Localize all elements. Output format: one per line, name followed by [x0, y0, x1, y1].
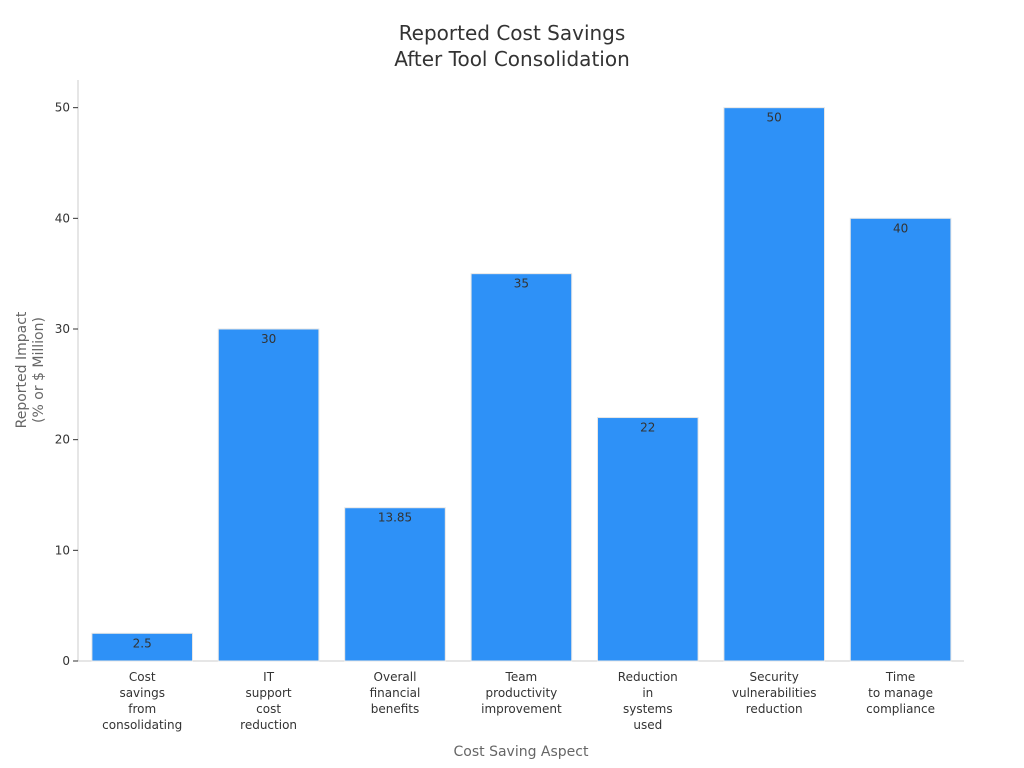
x-tick-labels: Cost savings from consolidating IT support cos… [102, 670, 935, 732]
bar [217, 328, 320, 662]
y-ticks: 0 10 20 30 40 50 [55, 101, 78, 668]
y-axis-label-line: (% or $ Million) [31, 317, 47, 423]
bar-value-label: 50 [767, 111, 782, 125]
category-label-line: in [642, 686, 653, 700]
y-axis-label-line: Reported Impact [14, 311, 30, 428]
category-label-line: consolidating [102, 718, 182, 732]
y-axis-label: Reported Impact (% or $ Million) [14, 311, 47, 428]
bar [91, 632, 193, 662]
y-tick-label: 10 [55, 543, 70, 557]
category-label: IT support cost reduction [240, 670, 297, 732]
category-label-line: Overall [374, 670, 417, 684]
bar [849, 217, 952, 662]
bar-value-label: 35 [514, 277, 529, 291]
y-tick-label: 20 [55, 433, 70, 447]
category-label: Reduction in systems used [618, 670, 678, 732]
category-label-line: benefits [371, 702, 420, 716]
category-label-line: Time [885, 670, 915, 684]
chart-title-line: Reported Cost Savings [399, 21, 626, 45]
category-label-line: Team [505, 670, 538, 684]
category-label-line: vulnerabilities [732, 686, 817, 700]
bar-value-label: 22 [640, 421, 655, 435]
x-axis-label: Cost Saving Aspect [454, 744, 589, 760]
y-tick-label: 50 [55, 101, 70, 115]
bars [91, 107, 952, 662]
category-label-line: cost [256, 702, 281, 716]
chart-title-line: After Tool Consolidation [394, 47, 630, 71]
category-label: Security vulnerabilities reduction [732, 670, 817, 716]
category-label-line: Security [750, 670, 799, 684]
category-label-line: savings [119, 686, 165, 700]
category-label: Cost savings from consolidating [102, 670, 182, 732]
bar-value-label: 2.5 [133, 636, 152, 650]
bar [597, 417, 699, 662]
category-label-line: used [633, 718, 662, 732]
category-label: Overall financial benefits [370, 670, 421, 716]
category-label: Time to manage compliance [866, 670, 935, 716]
y-tick-label: 40 [55, 211, 70, 225]
category-label-line: productivity [486, 686, 558, 700]
category-label-line: improvement [481, 702, 562, 716]
category-label-line: support [246, 686, 292, 700]
category-label-line: compliance [866, 702, 935, 716]
bar-value-label: 30 [261, 332, 276, 346]
bar-value-label: 13.85 [378, 511, 412, 525]
category-label-line: to manage [868, 686, 933, 700]
data-labels: 2.5 30 13.85 35 22 50 40 [133, 111, 909, 651]
bar-value-label: 40 [893, 221, 908, 235]
category-label-line: Reduction [618, 670, 678, 684]
bar [344, 507, 446, 662]
category-label-line: from [128, 702, 156, 716]
category-label-line: reduction [746, 702, 803, 716]
category-label-line: systems [623, 702, 673, 716]
category-label-line: IT [263, 670, 275, 684]
bar [723, 107, 826, 662]
category-label-line: Cost [129, 670, 156, 684]
category-label-line: reduction [240, 718, 297, 732]
bar [470, 273, 573, 662]
category-label: Team productivity improvement [481, 670, 562, 716]
y-tick-label: 0 [62, 654, 70, 668]
category-label-line: financial [370, 686, 421, 700]
y-tick-label: 30 [55, 322, 70, 336]
